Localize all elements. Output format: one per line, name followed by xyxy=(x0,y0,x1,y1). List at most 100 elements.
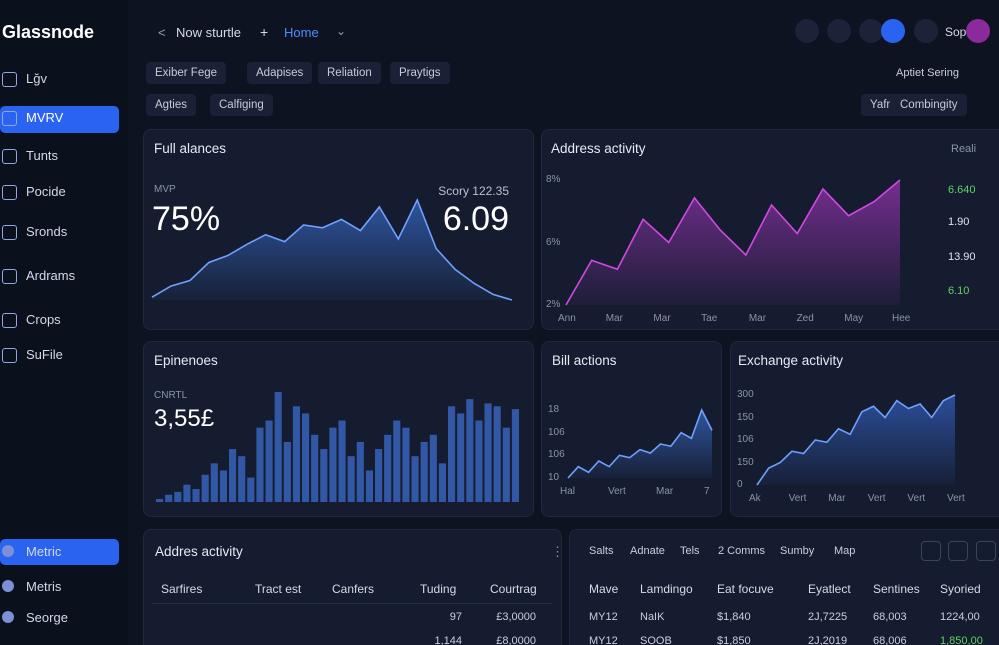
bar xyxy=(183,484,191,502)
filter-chip[interactable]: Adapises xyxy=(247,62,313,84)
side-value: 1.90 xyxy=(948,216,970,228)
filter-chip[interactable]: Reliation xyxy=(318,62,381,84)
menu[interactable]: ⋮ xyxy=(551,544,564,559)
x-tick-label: Ak xyxy=(749,493,761,504)
x-tick-label: May xyxy=(844,313,864,324)
filter-chip[interactable]: Agties xyxy=(146,94,196,116)
table-header-bg xyxy=(152,573,552,604)
y-tick-label: 18 xyxy=(548,404,560,415)
nav-icon xyxy=(2,111,17,126)
icon-button[interactable] xyxy=(948,541,968,561)
tab[interactable]: Sumby xyxy=(780,545,815,557)
table-cell: 2J,2019 xyxy=(808,635,848,645)
x-tick-label: Tae xyxy=(701,313,718,324)
table-cell: $1,840 xyxy=(717,611,751,623)
y-tick-label: 6% xyxy=(546,236,561,248)
card-action[interactable]: Reali xyxy=(951,143,977,155)
x-tick-label: Zed xyxy=(796,313,814,324)
tab[interactable]: Tels xyxy=(680,545,700,557)
table-header: Tract est xyxy=(255,582,302,596)
x-tick-label: Vert xyxy=(867,493,886,504)
bar xyxy=(274,392,282,502)
table-cell: 1,850,00 xyxy=(940,635,983,645)
filter-chip[interactable]: Exiber Fege xyxy=(146,62,227,84)
nav-icon xyxy=(2,348,17,363)
tab[interactable]: 2 Comms xyxy=(718,545,766,557)
nav-icon xyxy=(2,72,17,87)
bar xyxy=(329,427,337,502)
nav-active[interactable] xyxy=(0,106,119,133)
nav-item[interactable]: Ardrams xyxy=(26,268,76,283)
bar xyxy=(375,449,383,502)
y-tick-label: 150 xyxy=(737,411,754,423)
table-cell: 1,144 xyxy=(434,635,462,645)
icon-button[interactable] xyxy=(795,19,819,43)
card-title: Addres activity xyxy=(155,544,243,559)
bar xyxy=(466,399,474,502)
table-header: Courtrag xyxy=(490,582,537,596)
table-cell: 2J,7225 xyxy=(808,611,848,623)
nav-item[interactable]: Seorge xyxy=(26,610,68,625)
x-tick-label: Hee xyxy=(892,313,911,324)
y-tick-label: 8% xyxy=(546,174,561,185)
home-tab[interactable]: Home xyxy=(284,25,319,40)
user[interactable]: Sop xyxy=(945,25,967,39)
bar xyxy=(338,420,346,502)
nav-item[interactable]: SuFile xyxy=(26,347,63,362)
avatar[interactable] xyxy=(966,19,990,43)
card xyxy=(541,341,722,517)
icon-button[interactable] xyxy=(921,541,941,561)
y-tick-label: 0 xyxy=(737,479,743,490)
table-header: Tuding xyxy=(420,582,457,596)
dropdown[interactable]: ⌄ xyxy=(336,24,347,38)
y-tick-label: 106 xyxy=(548,426,565,438)
nav-item[interactable]: Metric xyxy=(26,544,62,559)
add-button[interactable]: + xyxy=(260,24,269,40)
card xyxy=(569,529,999,645)
icon-button[interactable] xyxy=(914,19,938,43)
y-tick-label: 106 xyxy=(737,434,754,445)
nav-item[interactable]: Pocide xyxy=(26,184,66,199)
filter-chip[interactable]: Praytigs xyxy=(390,62,450,84)
back-icon[interactable]: < xyxy=(158,25,166,40)
nav-item[interactable]: Tunts xyxy=(26,148,59,163)
nav-item[interactable]: Sronds xyxy=(26,224,68,239)
tab[interactable]: Map xyxy=(834,545,856,557)
table-cell: 1224,00 xyxy=(940,611,980,623)
metric-value: 75% xyxy=(152,200,221,238)
table-cell: MY12 xyxy=(589,635,618,645)
nav-item[interactable]: Crops xyxy=(26,312,61,327)
bar xyxy=(420,441,428,502)
icon-button[interactable] xyxy=(859,19,883,43)
icon-button[interactable] xyxy=(881,19,905,43)
table-header: Sentines xyxy=(873,582,920,596)
nav-item[interactable]: Metris xyxy=(26,579,62,594)
tab[interactable]: Salts xyxy=(589,545,614,557)
icon-button[interactable] xyxy=(827,19,851,43)
bar xyxy=(511,409,519,502)
nav-item[interactable]: Lğv xyxy=(26,71,47,86)
table-cell: £8,0000 xyxy=(496,635,536,645)
side-value: 6.640 xyxy=(948,184,976,196)
bar xyxy=(238,456,246,502)
breadcrumb[interactable]: Now sturtle xyxy=(176,25,242,40)
filter-option[interactable]: Aptiet Sering xyxy=(896,67,959,79)
bar xyxy=(347,456,355,502)
filter-chip[interactable]: Combingity xyxy=(891,94,967,116)
y-tick-label: 300 xyxy=(737,389,754,400)
y-tick-label: 10 xyxy=(548,472,560,483)
filter-chip[interactable]: Calfiging xyxy=(210,94,273,116)
table-cell: MY12 xyxy=(589,611,618,623)
tab[interactable]: Adnate xyxy=(630,545,665,557)
table-cell: £3,0000 xyxy=(496,611,536,623)
nav-item[interactable]: MVRV xyxy=(26,110,64,125)
bar xyxy=(302,413,310,502)
y-tick-label: 2% xyxy=(546,299,561,310)
metric-label: CNRTL xyxy=(154,390,188,401)
nav-icon xyxy=(2,149,17,164)
card-title: Full alances xyxy=(154,141,227,156)
icon-button[interactable] xyxy=(976,541,996,561)
bar xyxy=(356,441,364,502)
nav-active[interactable] xyxy=(0,539,119,565)
x-tick-label: Mar xyxy=(656,486,674,497)
